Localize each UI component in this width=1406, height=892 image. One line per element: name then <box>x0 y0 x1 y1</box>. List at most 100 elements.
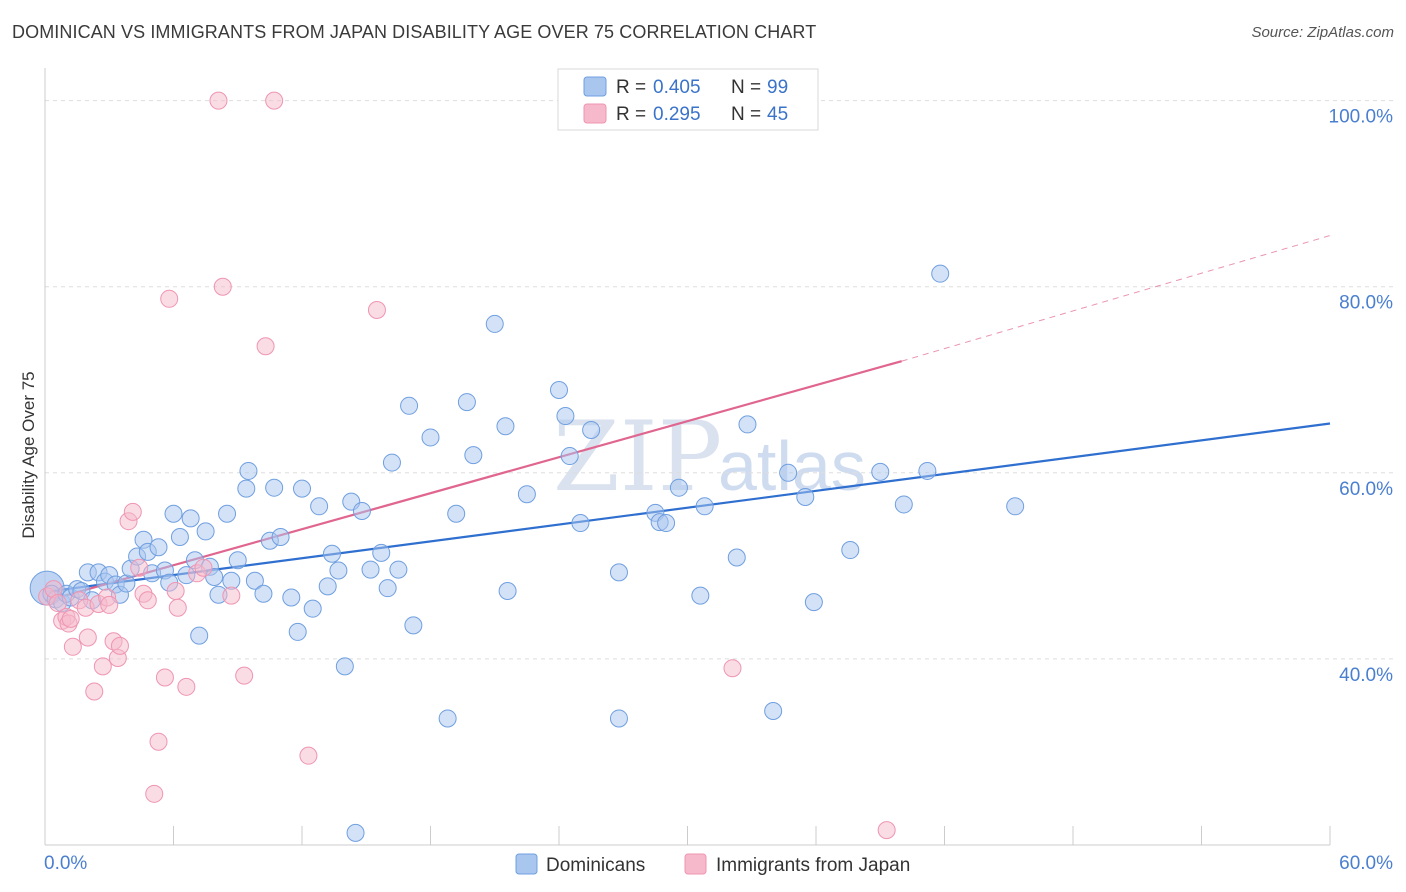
dominicans-point <box>149 538 168 557</box>
dominicans-point <box>1006 497 1025 516</box>
dominicans-point <box>556 407 575 426</box>
japan-point <box>367 300 386 319</box>
dominicans-point <box>293 479 311 498</box>
dominicans-point <box>400 396 419 415</box>
dominicans-point <box>498 581 517 600</box>
dominicans-point <box>609 709 628 728</box>
japan-trend-extension <box>901 235 1331 362</box>
dominicans-point <box>352 501 371 520</box>
dominicans-point <box>378 579 397 598</box>
dominicans-point <box>560 447 579 466</box>
bottom-legend-label-japan: Immigrants from Japan <box>716 855 910 876</box>
dominicans-point <box>931 264 950 283</box>
dominicans-point <box>335 657 354 676</box>
dominicans-point <box>382 453 401 472</box>
japan-point <box>63 637 82 656</box>
dominicans-point <box>517 485 536 504</box>
grid-lines <box>45 100 1395 660</box>
japan-point <box>213 277 232 296</box>
dominicans-point <box>265 478 284 497</box>
dominicans-point <box>237 479 256 498</box>
legend-n-value-2: 45 <box>767 104 788 125</box>
japan-point <box>299 746 318 765</box>
y-tick-label: 40.0% <box>1339 665 1393 686</box>
x-tick-label: 0.0% <box>44 853 87 874</box>
japan-point <box>877 821 896 840</box>
chart-title: DOMINICAN VS IMMIGRANTS FROM JAPAN DISAB… <box>12 22 817 42</box>
dominicans-point <box>271 528 290 547</box>
legend-swatch-dominicans <box>583 76 607 97</box>
dominicans-point <box>421 428 440 447</box>
japan-point <box>145 784 164 803</box>
japan-point <box>48 594 67 613</box>
dominicans-point <box>282 588 301 607</box>
dominicans-point <box>196 522 215 541</box>
bottom-legend-swatch-dominicans <box>515 853 538 875</box>
dominicans-point <box>181 509 200 528</box>
dominicans-point <box>447 504 466 523</box>
dominicans-point <box>779 463 798 482</box>
dominicans-point <box>764 702 783 721</box>
dominicans-point <box>457 393 476 412</box>
dominicans-point <box>691 586 710 605</box>
legend-n-label-2: N = <box>731 104 761 125</box>
axes <box>44 68 1331 846</box>
dominicans-point <box>841 541 860 560</box>
dominicans-point <box>228 551 247 570</box>
dominicans-point <box>918 461 937 480</box>
dominicans-point <box>190 626 209 645</box>
dominicans-point <box>288 622 307 641</box>
dominicans-point <box>372 543 391 562</box>
data-points <box>29 91 1025 842</box>
legend-n-label-1: N = <box>731 77 761 98</box>
dominicans-point <box>438 709 457 728</box>
japan-point <box>209 91 228 110</box>
dominicans-point <box>496 417 515 436</box>
x-tick-label: 60.0% <box>1339 853 1393 874</box>
dominicans-point <box>657 514 676 533</box>
dominicans-point <box>871 462 890 481</box>
japan-point <box>100 595 119 614</box>
correlation-legend: R = 0.405 N = 99 R = 0.295 N = 45 <box>557 68 819 131</box>
japan-point <box>168 598 187 617</box>
japan-point <box>85 682 104 701</box>
dominicans-point <box>361 560 380 579</box>
bottom-legend-label-dominicans: Dominicans <box>546 855 645 876</box>
x-tick-labels: 0.0% 60.0% <box>44 853 1393 874</box>
dominicans-point <box>404 616 423 635</box>
dominicans-point <box>254 584 273 603</box>
japan-point <box>166 581 185 600</box>
japan-point <box>149 732 168 751</box>
dominicans-point <box>550 380 568 399</box>
japan-point <box>123 502 142 521</box>
legend-r-value-1: 0.405 <box>653 77 701 98</box>
y-tick-label: 80.0% <box>1339 293 1393 314</box>
dominicans-point <box>170 528 189 547</box>
japan-point <box>160 289 179 308</box>
japan-point <box>265 91 284 110</box>
watermark: ZIP atlas <box>553 401 866 513</box>
japan-point <box>194 558 213 577</box>
y-tick-labels: 40.0% 60.0% 80.0% 100.0% <box>1329 107 1394 686</box>
dominicans-point <box>669 478 688 497</box>
japan-point <box>155 668 174 687</box>
y-axis-title: Disability Age Over 75 <box>19 371 38 538</box>
dominicans-point <box>322 544 341 563</box>
japan-point <box>177 677 196 696</box>
dominicans-point <box>329 561 348 580</box>
dominicans-point <box>318 577 337 596</box>
japan-point <box>61 609 80 628</box>
dominicans-point <box>389 560 408 579</box>
y-tick-label: 60.0% <box>1339 479 1393 500</box>
japan-point <box>130 558 149 577</box>
dominicans-point <box>609 563 628 582</box>
dominicans-point <box>582 421 601 440</box>
dominicans-point <box>239 461 258 480</box>
source-label: Source: ZipAtlas.com <box>1251 24 1394 41</box>
dominicans-point <box>804 593 823 612</box>
dominicans-point <box>485 314 504 333</box>
japan-point <box>256 337 275 356</box>
dominicans-point <box>727 548 746 567</box>
japan-point <box>78 628 97 647</box>
